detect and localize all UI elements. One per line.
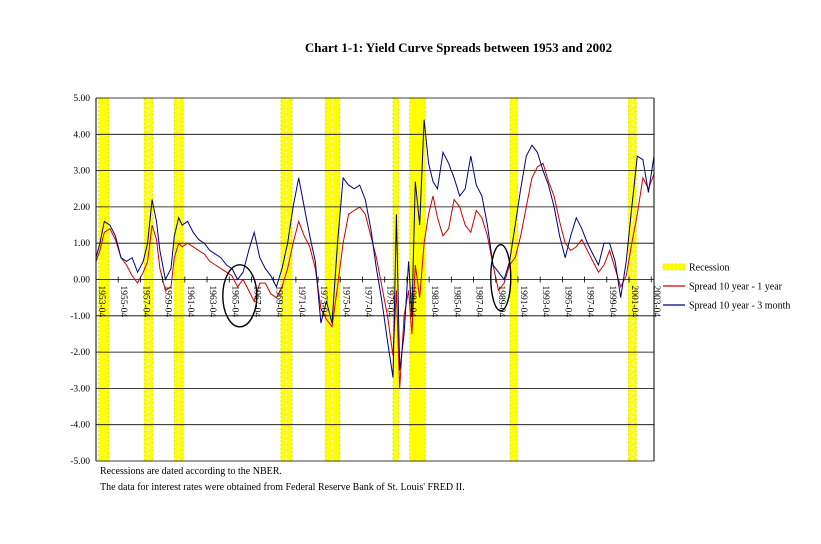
x-tick-label: 1993-04 <box>540 286 550 318</box>
series-line <box>95 119 655 378</box>
y-tick-label: 3.00 <box>73 167 90 177</box>
x-tick-label: 1975-04 <box>340 286 350 318</box>
y-tick-label: -1.00 <box>70 312 90 322</box>
x-tick-label: 1957-04 <box>140 286 150 318</box>
x-tick-label: 1999-04 <box>607 286 617 318</box>
y-tick-label: -4.00 <box>70 421 90 431</box>
axes: 5.00 4.00 3.00 2.00 1.00 0.00 -1.00 -2.00 -3.00 -… <box>70 94 661 467</box>
highlight-ellipse <box>222 264 258 328</box>
x-tick-label: 1961-04 <box>185 286 195 318</box>
y-tick-label: 0.00 <box>73 276 90 286</box>
x-tick-label: 2001-04 <box>629 286 639 318</box>
x-tick-label: 1971-04 <box>296 286 306 318</box>
x-tick-label: 1991-04 <box>518 286 528 318</box>
x-tick-label: 1985-04 <box>451 286 461 318</box>
x-tick-label: 1981-04 <box>407 286 417 318</box>
legend: Recession Spread 10 year - 1 year Spread 1… <box>662 263 790 312</box>
legend-swatch-recession <box>662 263 686 271</box>
legend-label: Spread 10 year - 3 month <box>689 301 790 312</box>
x-tick-label: 1973-04 <box>318 286 328 318</box>
x-tick-label: 1959-04 <box>163 286 173 318</box>
series-line <box>95 162 655 389</box>
x-tick-label: 1965-04 <box>229 286 239 318</box>
note-data-source: The data for interest rates were obtaine… <box>100 482 465 493</box>
y-tick-label: 5.00 <box>73 94 90 104</box>
note-recession-source: Recessions are dated according to the NB… <box>100 466 282 477</box>
y-tick-label: -2.00 <box>70 348 90 358</box>
x-tick-label: 1963-04 <box>207 286 217 318</box>
y-tick-label: 1.00 <box>73 239 90 249</box>
x-tick-label: 1995-04 <box>562 286 572 318</box>
x-tick-label: 1989-04 <box>496 286 506 318</box>
x-tick-label: 1987-04 <box>474 286 484 318</box>
y-tick-label: 2.00 <box>73 203 90 213</box>
x-tick-label: 2003-04 <box>651 286 661 318</box>
x-tick-label: 1955-04 <box>118 286 128 318</box>
x-tick-label: 1953-04 <box>96 286 106 318</box>
highlight-ellipse <box>490 243 512 312</box>
legend-label: Spread 10 year - 1 year <box>689 282 783 293</box>
legend-label: Recession <box>689 263 730 274</box>
x-tick-label: 1983-04 <box>429 286 439 318</box>
x-tick-label: 1997-04 <box>585 286 595 318</box>
chart-title: Chart 1-1: Yield Curve Spreads between 1… <box>304 40 613 55</box>
series-lines <box>95 119 655 389</box>
y-tick-label: 4.00 <box>73 130 90 140</box>
x-tick-label: 1979-04 <box>385 286 395 318</box>
annotation-ellipses <box>222 243 512 328</box>
gridlines <box>96 97 654 462</box>
y-tick-label: -5.00 <box>70 457 90 467</box>
y-tick-label: -3.00 <box>70 384 90 394</box>
x-tick-label: 1977-04 <box>363 286 373 318</box>
x-tick-label: 1969-04 <box>274 286 284 318</box>
